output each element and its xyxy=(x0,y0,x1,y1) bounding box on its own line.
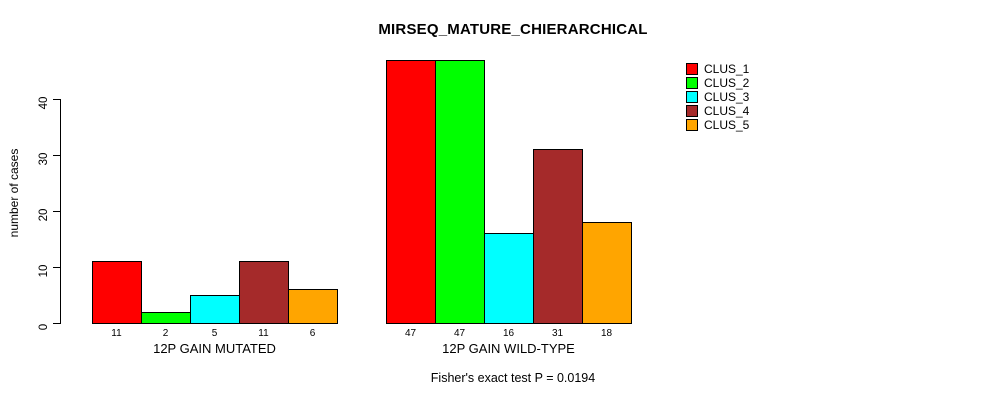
bar-value-label: 47 xyxy=(404,328,417,339)
bar-value-label: 6 xyxy=(309,328,316,339)
y-tick-mark xyxy=(53,155,60,156)
bar-clus_4 xyxy=(239,261,289,324)
legend-item-clus_5: CLUS_5 xyxy=(686,118,749,132)
bar-clus_3 xyxy=(484,233,534,324)
y-tick-label-text: 0 xyxy=(38,323,50,331)
bar-value-label: 18 xyxy=(600,328,613,339)
bar-clus_1 xyxy=(386,60,436,324)
bar-clus_1 xyxy=(92,261,142,324)
bar-value-label: 5 xyxy=(211,328,218,339)
bar-value-label: 11 xyxy=(111,328,122,339)
y-tick-mark xyxy=(53,323,60,324)
bar-value-label: 11 xyxy=(258,328,269,339)
legend-label: CLUS_2 xyxy=(704,76,750,90)
y-tick-label-text: 10 xyxy=(38,264,50,278)
y-axis-label-text: number of cases xyxy=(7,148,21,238)
legend-label: CLUS_3 xyxy=(704,90,750,104)
legend-item-clus_3: CLUS_3 xyxy=(686,90,749,104)
bar-clus_4 xyxy=(533,149,583,324)
chart-title: MIRSEQ_MATURE_CHIERARCHICAL xyxy=(378,21,648,38)
bar-value-label: 31 xyxy=(551,328,564,339)
x-group-label: 12P GAIN WILD-TYPE xyxy=(442,341,575,356)
y-tick-label-text: 40 xyxy=(38,96,50,110)
legend-swatch xyxy=(686,91,698,103)
subtitle-pvalue: Fisher's exact test P = 0.0194 xyxy=(430,371,596,385)
legend-label: CLUS_4 xyxy=(704,104,750,118)
bar-clus_2 xyxy=(141,312,191,324)
legend-item-clus_4: CLUS_4 xyxy=(686,104,749,118)
legend-item-clus_1: CLUS_1 xyxy=(686,62,749,76)
legend-swatch xyxy=(686,105,698,117)
legend-label: CLUS_1 xyxy=(704,62,750,76)
bar-value-label: 2 xyxy=(162,328,169,339)
y-tick-mark xyxy=(53,99,60,100)
bar-value-label: 47 xyxy=(453,328,466,339)
legend-label: CLUS_5 xyxy=(704,118,750,132)
legend-swatch xyxy=(686,77,698,89)
bar-clus_2 xyxy=(435,60,485,324)
legend-swatch xyxy=(686,63,698,75)
x-group-label: 12P GAIN MUTATED xyxy=(153,341,276,356)
bar-clus_3 xyxy=(190,295,240,324)
bar-value-label: 16 xyxy=(502,328,515,339)
legend-swatch xyxy=(686,119,698,131)
y-tick-label-text: 20 xyxy=(38,208,50,222)
y-tick-mark xyxy=(53,267,60,268)
y-tick-label-text: 30 xyxy=(38,152,50,166)
y-axis-line xyxy=(60,99,61,324)
legend-item-clus_2: CLUS_2 xyxy=(686,76,749,90)
bar-clus_5 xyxy=(582,222,632,324)
bar-clus_5 xyxy=(288,289,338,324)
legend: CLUS_1 CLUS_2 CLUS_3 CLUS_4 CLUS_5 xyxy=(686,62,749,132)
y-tick-mark xyxy=(53,211,60,212)
